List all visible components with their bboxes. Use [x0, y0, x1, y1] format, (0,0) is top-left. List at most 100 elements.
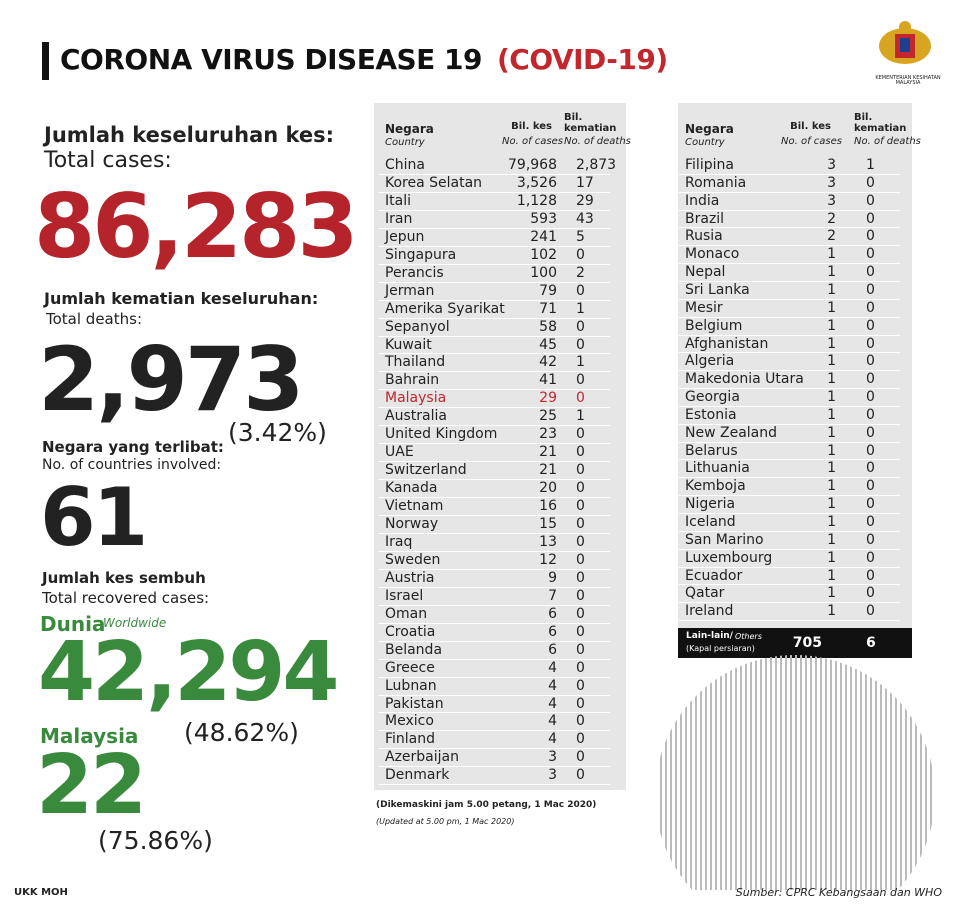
country-name: Luxembourg [685, 549, 773, 566]
others-bar [678, 628, 912, 658]
row-separator [379, 497, 610, 499]
row-separator [379, 676, 610, 678]
country-name: Belgium [685, 317, 743, 334]
row-separator [679, 209, 900, 211]
death-count: 5 [576, 228, 585, 245]
country-name: Jerman [385, 282, 435, 299]
row-separator [679, 584, 900, 586]
death-count: 0 [576, 426, 585, 443]
death-count: 0 [576, 318, 585, 335]
death-count: 0 [866, 389, 875, 406]
country-name: Vietnam [385, 498, 444, 515]
death-count: 0 [866, 335, 875, 352]
row-separator [379, 568, 610, 570]
column-header: Bil. kes [511, 121, 552, 132]
death-count: 0 [576, 462, 585, 479]
country-name: Israel [385, 587, 424, 604]
case-count: 41 [539, 372, 557, 389]
death-count: 0 [866, 603, 875, 620]
row-separator [679, 334, 900, 336]
label: Jumlah kematian keseluruhan: [44, 289, 319, 308]
case-count: 241 [530, 228, 557, 245]
country-name: Iraq [385, 533, 413, 550]
country-name: Iran [385, 210, 413, 227]
others-label: Others [735, 632, 762, 641]
country-name: Itali [385, 192, 411, 209]
death-count: 0 [576, 533, 585, 550]
row-separator [679, 263, 900, 265]
row-separator [679, 173, 900, 175]
row-separator [379, 550, 610, 552]
country-name: Sweden [385, 551, 441, 568]
row-separator [379, 353, 610, 355]
country-name: Pakistan [385, 695, 444, 712]
death-count: 0 [866, 585, 875, 602]
case-count: 705 [792, 635, 822, 651]
row-separator [679, 352, 900, 354]
death-count: 0 [576, 677, 585, 694]
death-count: 0 [576, 605, 585, 622]
death-count: 0 [576, 587, 585, 604]
title-highlight: (COVID-19) [497, 43, 668, 76]
row-separator [379, 407, 610, 409]
case-count: 20 [539, 480, 557, 497]
death-count: 0 [576, 480, 585, 497]
death-count: 0 [866, 442, 875, 459]
death-count: 29 [576, 192, 594, 209]
case-count: 1 [827, 478, 836, 495]
country-name: Sri Lanka [685, 281, 750, 298]
label: Dunia [40, 612, 106, 636]
case-count: 4 [548, 659, 557, 676]
row-separator [379, 173, 610, 175]
case-count: 102 [530, 246, 557, 263]
country-name: Afghanistan [685, 335, 769, 352]
row-separator [679, 495, 900, 497]
country-name: Norway [385, 516, 439, 532]
case-count: 1 [827, 406, 836, 423]
country-name: Estonia [685, 406, 737, 423]
label: Total recovered cases: [42, 589, 210, 607]
case-count: 1 [827, 246, 836, 263]
death-count: 0 [576, 659, 585, 676]
death-count: 1 [576, 408, 585, 425]
death-count: 0 [866, 514, 875, 530]
death-count: 0 [576, 767, 585, 784]
row-separator [679, 370, 900, 372]
column-header: Negara [385, 122, 434, 136]
row-separator [379, 748, 610, 750]
case-count: 1 [827, 389, 836, 406]
row-separator [379, 622, 610, 624]
title-bar [42, 42, 49, 80]
row-separator [679, 441, 900, 443]
death-count: 0 [576, 569, 585, 586]
country-name: Nigeria [685, 496, 736, 513]
title: CORONA VIRUS DISEASE 19 [60, 43, 483, 76]
country-name: India [685, 192, 720, 209]
country-name: China [385, 157, 425, 173]
case-count: 4 [548, 695, 557, 712]
label: Worldwide [103, 616, 167, 630]
ministry-name: KEMENTERIAN KESIHATAN MALAYSIA [875, 75, 941, 86]
death-count: 1 [576, 300, 585, 317]
row-separator [379, 766, 610, 768]
death-count: 0 [576, 551, 585, 568]
country-name: Filipina [685, 157, 734, 173]
row-separator [679, 566, 900, 568]
death-count: 0 [866, 478, 875, 495]
row-separator [379, 694, 610, 696]
death-count: 0 [866, 531, 875, 548]
death-count: 0 [866, 567, 875, 584]
label: Malaysia [40, 724, 139, 748]
globe [660, 655, 935, 890]
footer-credit: UKK MOH [14, 887, 68, 898]
death-count: 0 [866, 228, 875, 245]
death-count: 43 [576, 210, 594, 227]
death-count: 0 [576, 623, 585, 640]
row-separator [379, 335, 610, 337]
country-name: Georgia [685, 389, 740, 406]
row-separator [379, 515, 610, 516]
death-count: 0 [576, 749, 585, 766]
row-separator [679, 245, 900, 247]
case-count: 4 [548, 731, 557, 748]
